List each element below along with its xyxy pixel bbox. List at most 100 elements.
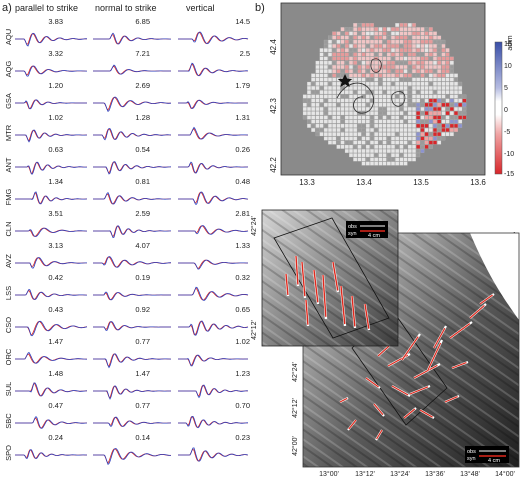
grid-cell	[370, 23, 374, 27]
grid-cell	[382, 69, 387, 74]
grid-cell	[428, 90, 433, 95]
grid-cell	[399, 157, 404, 162]
grid-cell	[399, 81, 404, 86]
grid-cell	[349, 31, 353, 36]
grid-cell	[437, 111, 442, 116]
observed-trace	[178, 126, 248, 140]
observed-trace	[178, 62, 249, 77]
grid-cell	[424, 111, 429, 116]
grid-cell	[336, 56, 341, 61]
grid-cell	[386, 161, 391, 166]
grid-cell	[328, 86, 332, 90]
grid-cell	[407, 52, 412, 57]
grid-cell	[441, 44, 446, 48]
grid-cell	[391, 94, 395, 99]
grid-cell	[399, 119, 404, 124]
grid-cell	[315, 132, 320, 137]
grid-cell	[365, 39, 370, 44]
displacement-arrow	[419, 409, 433, 418]
grid-cell	[420, 44, 425, 48]
y-tick-label: 42°24'	[250, 216, 258, 236]
grid-cell	[420, 39, 425, 44]
grid-cell	[433, 44, 437, 48]
grid-cell	[420, 86, 425, 90]
grid-cell	[370, 73, 374, 78]
grid-cell	[332, 136, 337, 141]
grid-cell	[391, 107, 395, 111]
grid-cell	[378, 73, 383, 78]
grid-cell	[428, 56, 433, 61]
grid-cell	[370, 86, 374, 90]
grid-cell	[428, 115, 433, 120]
grid-cell	[407, 56, 412, 61]
grid-cell	[449, 81, 454, 86]
station-label: SUL	[4, 382, 13, 397]
grid-cell	[412, 90, 416, 95]
grid-cell	[445, 69, 450, 74]
grid-cell	[412, 102, 416, 107]
grid-cell	[437, 77, 442, 82]
grid-cell	[344, 69, 349, 74]
grid-cell	[323, 73, 328, 78]
grid-cell	[323, 81, 328, 86]
grid-cell	[407, 27, 412, 32]
grid-cell	[403, 44, 408, 48]
grid-cell	[328, 128, 332, 132]
grid-cell	[391, 65, 395, 69]
amplitude-label: 1.48	[48, 369, 63, 378]
grid-cell	[336, 119, 341, 124]
grid-cell	[386, 132, 391, 137]
grid-cell	[399, 60, 404, 65]
grid-cell	[365, 144, 370, 149]
grid-cell	[441, 65, 446, 69]
grid-cell	[344, 98, 349, 103]
grid-cell	[416, 90, 421, 95]
grid-cell	[462, 98, 467, 103]
grid-cell	[357, 27, 362, 32]
grid-cell	[403, 107, 408, 111]
grid-cell	[336, 140, 341, 145]
grid-cell	[445, 119, 450, 124]
displacement-arrow	[348, 419, 357, 430]
grid-cell	[323, 136, 328, 141]
grid-cell	[328, 115, 332, 120]
grid-cell	[336, 69, 341, 74]
grid-cell	[454, 98, 458, 103]
grid-cell	[454, 94, 458, 99]
grid-cell	[407, 119, 412, 124]
grid-cell	[386, 107, 391, 111]
grid-cell	[386, 144, 391, 149]
amplitude-label: 3.83	[48, 17, 63, 26]
grid-cell	[370, 44, 374, 48]
grid-cell	[315, 123, 320, 128]
grid-cell	[353, 149, 358, 153]
grid-cell	[349, 60, 353, 65]
grid-cell	[395, 157, 400, 162]
grid-cell	[441, 102, 446, 107]
grid-cell	[349, 90, 353, 95]
grid-cell	[428, 48, 433, 53]
grid-cell	[437, 65, 442, 69]
grid-cell	[365, 123, 370, 128]
grid-cell	[424, 65, 429, 69]
grid-cell	[340, 44, 345, 48]
amplitude-label: 1.20	[48, 81, 63, 90]
grid-cell	[382, 94, 387, 99]
grid-cell	[328, 52, 332, 57]
grid-cell	[357, 77, 362, 82]
panel-a-label: a)	[2, 2, 12, 14]
grid-cell	[395, 111, 400, 116]
grid-cell	[378, 39, 383, 44]
amplitude-label: 2.5	[240, 49, 250, 58]
grid-cell	[445, 115, 450, 120]
displacement-arrow	[451, 362, 467, 369]
grid-cell	[407, 115, 412, 120]
grid-cell	[340, 136, 345, 141]
grid-cell	[424, 86, 429, 90]
grid-cell	[420, 90, 425, 95]
grid-cell	[462, 107, 467, 111]
synthetic-trace	[15, 321, 88, 336]
displacement-arrow	[427, 342, 442, 371]
grid-cell	[407, 149, 412, 153]
amplitude-label: 1.28	[135, 113, 150, 122]
